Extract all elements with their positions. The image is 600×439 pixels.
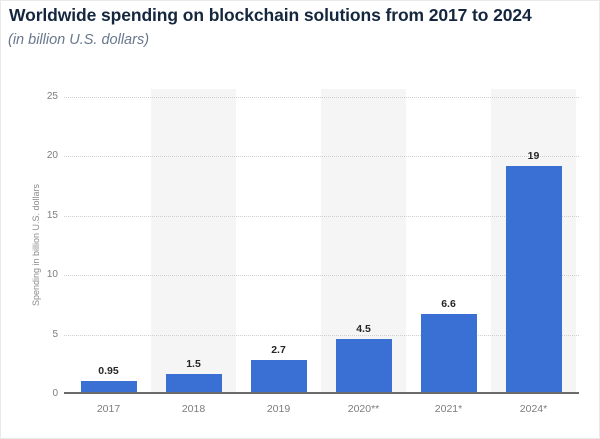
bar[interactable] — [420, 313, 477, 392]
y-axis-title: Spending in billion U.S. dollars — [31, 183, 41, 307]
bar[interactable] — [165, 374, 222, 392]
x-tick-label: 2019 — [266, 403, 291, 415]
gridline — [64, 215, 579, 217]
bar-value-label: 0.95 — [98, 364, 119, 377]
chart-subtitle: (in billion U.S. dollars) — [8, 32, 150, 48]
x-tick-label: 2018 — [181, 403, 206, 415]
gridline — [64, 97, 579, 98]
y-tick-label: 10 — [46, 269, 58, 281]
gridline — [64, 275, 579, 277]
x-tick-label: 2017 — [96, 403, 121, 415]
y-tick-label: 0 — [52, 388, 58, 399]
bar-value-label: 2.7 — [271, 343, 286, 356]
bar[interactable] — [80, 380, 137, 392]
chart-title: Worldwide spending on blockchain solutio… — [9, 5, 532, 25]
y-tick-label: 15 — [46, 209, 58, 221]
x-tick-label: 2024* — [519, 403, 548, 415]
bar-value-label: 4.5 — [356, 322, 371, 335]
bar-value-label: 1.5 — [186, 358, 201, 371]
y-tick-label: 20 — [46, 150, 58, 162]
column-band — [151, 89, 236, 392]
y-tick-label: 5 — [52, 328, 58, 340]
gridline — [64, 156, 579, 158]
x-axis-line — [64, 392, 579, 394]
x-tick-label: 2020** — [347, 403, 380, 415]
gridline — [64, 334, 579, 336]
bar[interactable] — [250, 359, 307, 392]
x-tick-label: 2021* — [434, 403, 463, 415]
y-tick-label: 25 — [46, 91, 58, 102]
bar-value-label: 19 — [527, 150, 540, 163]
bar[interactable] — [505, 166, 562, 392]
bar-value-label: 6.6 — [441, 297, 456, 310]
bar[interactable] — [335, 338, 392, 392]
